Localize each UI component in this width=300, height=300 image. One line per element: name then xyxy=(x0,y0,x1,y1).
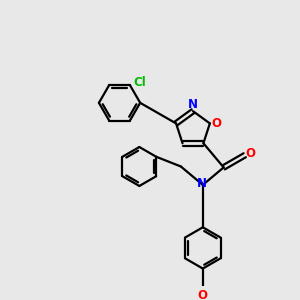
Text: Cl: Cl xyxy=(134,76,146,88)
Text: N: N xyxy=(196,177,206,190)
Text: O: O xyxy=(245,147,255,160)
Text: N: N xyxy=(188,98,198,111)
Text: O: O xyxy=(211,117,221,130)
Text: O: O xyxy=(198,289,208,300)
